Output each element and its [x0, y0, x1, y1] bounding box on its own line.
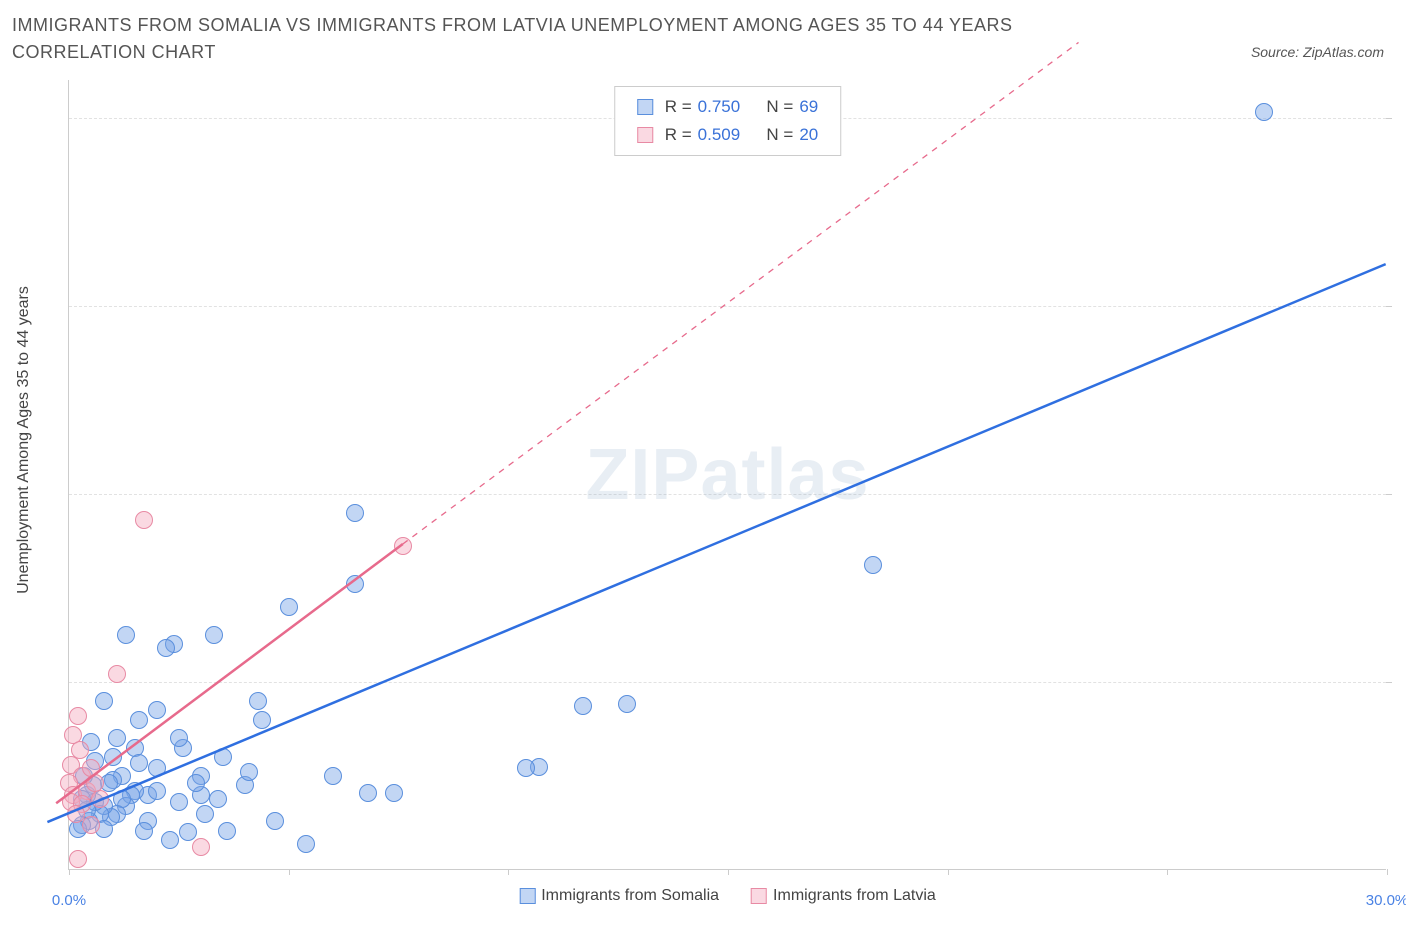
source-name: ZipAtlas.com [1303, 44, 1384, 60]
data-point-somalia [209, 790, 227, 808]
r-label: R = [665, 93, 692, 121]
r-label: R = [665, 121, 692, 149]
data-point-somalia [148, 759, 166, 777]
data-point-somalia [148, 701, 166, 719]
legend-stats-swatch-latvia [637, 127, 653, 143]
n-value-somalia: 69 [799, 93, 818, 121]
gridline-h [69, 494, 1386, 495]
tick-x [948, 869, 949, 875]
data-point-somalia [324, 767, 342, 785]
data-point-latvia [394, 537, 412, 555]
tick-y [1386, 494, 1392, 495]
data-point-somalia [161, 831, 179, 849]
watermark: ZIPatlas [585, 434, 869, 516]
y-axis-title: Unemployment Among Ages 35 to 44 years [15, 286, 33, 594]
data-point-somalia [104, 748, 122, 766]
gridline-h [69, 306, 1386, 307]
n-label: N = [766, 93, 793, 121]
r-value-somalia: 0.750 [698, 93, 741, 121]
regression-lines-layer [69, 80, 1386, 869]
tick-x [1387, 869, 1388, 875]
tick-y [1386, 682, 1392, 683]
data-point-latvia [82, 816, 100, 834]
x-tick-label: 0.0% [52, 892, 86, 909]
data-point-somalia [346, 504, 364, 522]
data-point-somalia [135, 822, 153, 840]
data-point-somalia [170, 793, 188, 811]
data-point-somalia [346, 575, 364, 593]
legend-label-latvia: Immigrants from Latvia [773, 887, 936, 904]
source-prefix: Source: [1251, 44, 1303, 60]
tick-x-minor [728, 869, 729, 875]
data-point-somalia [214, 748, 232, 766]
plot-inner: ZIPatlas R = 0.750 N = 69R = 0.509 N = 2… [69, 80, 1386, 869]
data-point-latvia [192, 838, 210, 856]
tick-x-minor [1167, 869, 1168, 875]
tick-y [1386, 306, 1392, 307]
data-point-latvia [108, 665, 126, 683]
n-label: N = [766, 121, 793, 149]
data-point-somalia [179, 823, 197, 841]
data-point-somalia [297, 835, 315, 853]
tick-x-minor [289, 869, 290, 875]
legend-label-somalia: Immigrants from Somalia [541, 887, 719, 904]
n-value-latvia: 20 [799, 121, 818, 149]
spacer [746, 93, 760, 121]
legend-item-latvia: Immigrants from Latvia [751, 887, 936, 905]
data-point-somalia [864, 556, 882, 574]
legend-item-somalia: Immigrants from Somalia [519, 887, 719, 905]
watermark-zip: ZIP [585, 435, 700, 515]
legend-stats-swatch-somalia [637, 99, 653, 115]
watermark-atlas: atlas [700, 435, 869, 515]
data-point-latvia [69, 707, 87, 725]
data-point-somalia [253, 711, 271, 729]
r-value-latvia: 0.509 [698, 121, 741, 149]
data-point-somalia [240, 763, 258, 781]
data-point-somalia [157, 639, 175, 657]
data-point-somalia [108, 729, 126, 747]
data-point-latvia [135, 511, 153, 529]
data-point-latvia [91, 790, 109, 808]
data-point-somalia [218, 822, 236, 840]
data-point-latvia [67, 805, 85, 823]
legend-stats-row-latvia: R = 0.509 N = 20 [637, 121, 819, 149]
regression-line-somalia [47, 264, 1385, 822]
data-point-somalia [249, 692, 267, 710]
data-point-somalia [148, 782, 166, 800]
data-point-somalia [130, 754, 148, 772]
legend-series: Immigrants from Somalia Immigrants from L… [519, 887, 936, 905]
x-tick-label: 30.0% [1366, 892, 1406, 909]
legend-stats-box: R = 0.750 N = 69R = 0.509 N = 20 [614, 86, 842, 156]
legend-swatch-somalia [519, 888, 535, 904]
tick-x [508, 869, 509, 875]
data-point-somalia [95, 692, 113, 710]
data-point-somalia [196, 805, 214, 823]
data-point-somalia [517, 759, 535, 777]
data-point-somalia [359, 784, 377, 802]
data-point-somalia [574, 697, 592, 715]
chart-title: IMMIGRANTS FROM SOMALIA VS IMMIGRANTS FR… [12, 12, 1112, 66]
data-point-somalia [117, 626, 135, 644]
data-point-somalia [266, 812, 284, 830]
gridline-h [69, 682, 1386, 683]
tick-y [1386, 118, 1392, 119]
data-point-latvia [69, 850, 87, 868]
chart-plot-area: ZIPatlas R = 0.750 N = 69R = 0.509 N = 2… [68, 80, 1386, 870]
data-point-somalia [187, 774, 205, 792]
tick-x [69, 869, 70, 875]
data-point-somalia [618, 695, 636, 713]
legend-swatch-latvia [751, 888, 767, 904]
data-point-somalia [1255, 103, 1273, 121]
data-point-somalia [385, 784, 403, 802]
legend-stats-row-somalia: R = 0.750 N = 69 [637, 93, 819, 121]
spacer [746, 121, 760, 149]
source-attribution: Source: ZipAtlas.com [1251, 44, 1384, 60]
data-point-somalia [130, 711, 148, 729]
data-point-somalia [205, 626, 223, 644]
data-point-somalia [170, 729, 188, 747]
data-point-somalia [280, 598, 298, 616]
